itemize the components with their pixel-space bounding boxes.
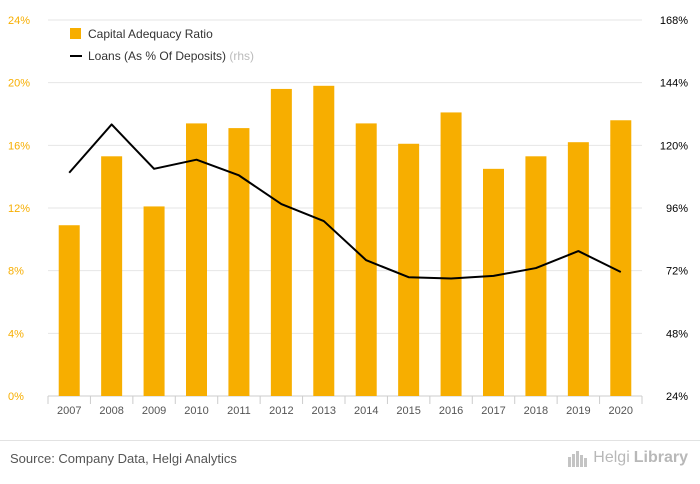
x-tick-label: 2020 [609, 405, 633, 417]
chart: 0% 4% 8% 12% 16% 20% 24% 24% 48% 72% 96% 120% 144% 16… [8, 15, 688, 417]
legend-swatch-bar [70, 28, 81, 39]
left-tick-label: 20% [8, 78, 30, 90]
x-tick-label: 2018 [524, 405, 548, 417]
right-tick-label: 168% [660, 15, 688, 27]
bar[interactable] [186, 123, 207, 397]
left-tick-label: 4% [8, 328, 24, 340]
right-tick-label: 120% [660, 140, 688, 152]
footer: Source: Company Data, Helgi Analytics He… [0, 440, 700, 484]
brand-name: Helgi [593, 449, 630, 466]
line-series[interactable] [68, 123, 622, 280]
library-icon [568, 451, 588, 467]
x-tick-label: 2008 [99, 405, 123, 417]
right-tick-label: 24% [666, 391, 688, 403]
x-tick-label: 2019 [566, 405, 590, 417]
bar[interactable] [313, 85, 335, 397]
legend-rhs-suffix: (rhs) [229, 49, 254, 63]
left-tick-label: 8% [8, 266, 24, 278]
right-tick-label: 48% [666, 328, 688, 340]
bar[interactable] [143, 206, 165, 396]
legend-label-bar: Capital Adequacy Ratio [88, 27, 213, 41]
x-tick-label: 2014 [354, 405, 378, 417]
source-note: Source: Company Data, Helgi Analytics [10, 451, 237, 466]
right-tick-label: 96% [666, 203, 688, 215]
bar[interactable] [58, 225, 80, 396]
x-tick-label: 2013 [312, 405, 336, 417]
x-tick-label: 2011 [227, 405, 251, 417]
x-tick-label: 2009 [142, 405, 166, 417]
brand-logo[interactable]: Helgi Library [567, 449, 688, 467]
bar[interactable] [610, 120, 632, 397]
bar[interactable] [228, 128, 250, 396]
brand-suffix: Library [633, 449, 688, 466]
right-tick-label: 144% [660, 78, 688, 90]
x-tick-label: 2017 [481, 405, 505, 417]
left-tick-label: 24% [8, 15, 30, 27]
bar[interactable] [483, 168, 504, 396]
x-tick-label: 2007 [57, 405, 81, 417]
left-tick-label: 16% [8, 140, 30, 152]
x-tick-label: 2012 [269, 405, 293, 417]
bar[interactable] [567, 142, 589, 396]
bar[interactable] [440, 112, 462, 396]
bar[interactable] [270, 88, 292, 396]
right-tick-label: 72% [666, 266, 688, 278]
left-tick-label: 0% [8, 391, 24, 403]
bar[interactable] [525, 156, 547, 396]
x-tick-label: 2016 [439, 405, 463, 417]
x-tick-label: 2015 [396, 405, 420, 417]
legend-label-line: Loans (As % Of Deposits) (rhs) [88, 49, 254, 63]
x-tick-label: 2010 [184, 405, 208, 417]
bar[interactable] [398, 143, 420, 396]
left-tick-label: 12% [8, 203, 30, 215]
bar[interactable] [101, 156, 123, 396]
